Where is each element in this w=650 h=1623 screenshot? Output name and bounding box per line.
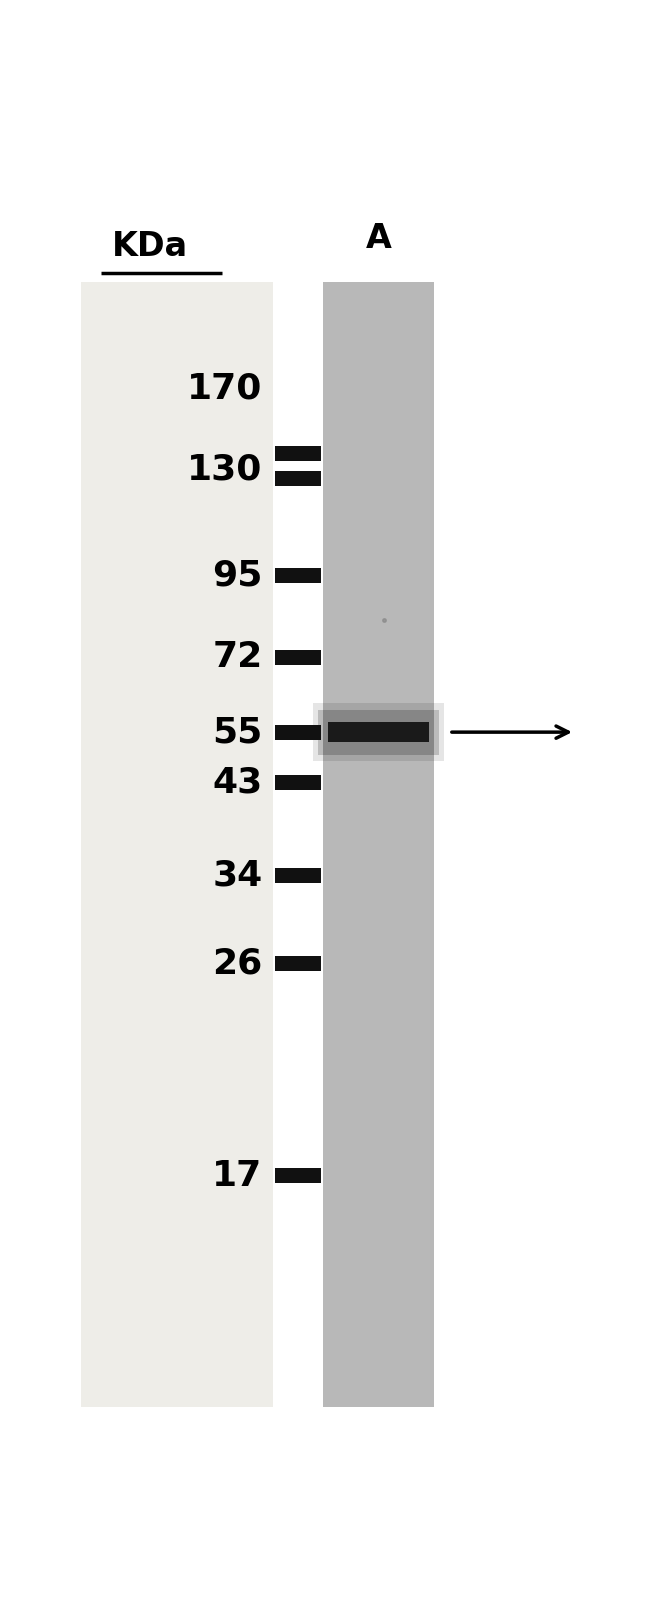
Text: 72: 72	[213, 639, 263, 674]
Bar	[275, 568, 320, 583]
Text: 170: 170	[187, 372, 263, 406]
Text: 26: 26	[213, 946, 263, 980]
Bar	[275, 649, 320, 665]
Bar	[318, 709, 439, 755]
Text: 43: 43	[213, 764, 263, 799]
Text: 55: 55	[213, 716, 263, 750]
Text: 130: 130	[187, 453, 263, 487]
Text: 95: 95	[212, 558, 263, 592]
Bar	[275, 868, 320, 883]
Text: 17: 17	[213, 1159, 263, 1193]
Text: 34: 34	[213, 859, 263, 893]
Bar	[275, 1169, 320, 1183]
Bar	[275, 724, 320, 740]
Bar	[275, 471, 320, 485]
Bar	[328, 722, 429, 742]
Bar	[313, 703, 444, 761]
Bar	[323, 282, 434, 1407]
Text: A: A	[365, 222, 391, 255]
Bar	[275, 956, 320, 971]
Bar	[275, 774, 320, 790]
Bar	[81, 282, 273, 1407]
Text: KDa: KDa	[112, 230, 188, 263]
Bar	[275, 446, 320, 461]
